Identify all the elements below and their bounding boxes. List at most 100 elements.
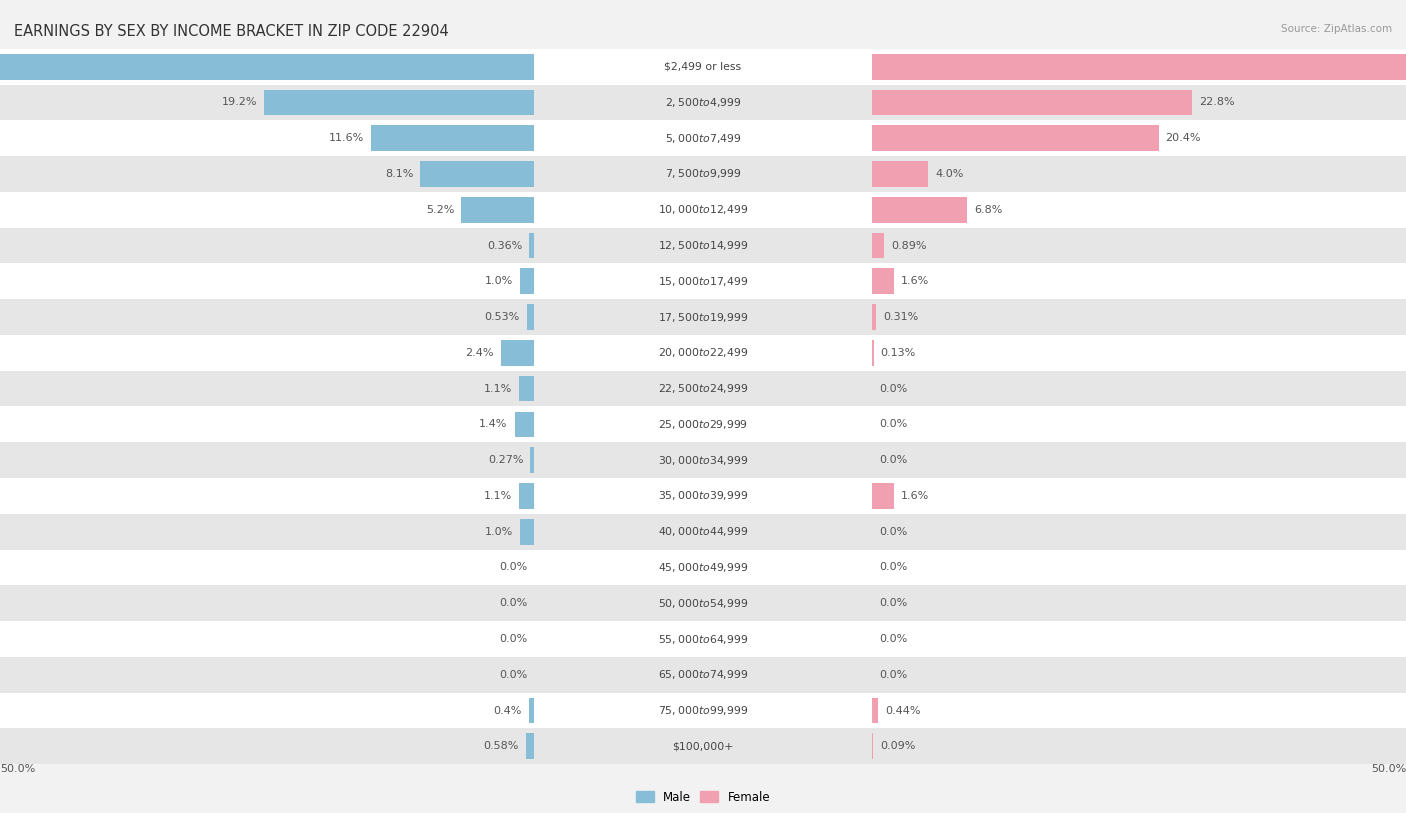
Bar <box>0 693 1406 728</box>
Text: 1.1%: 1.1% <box>484 491 512 501</box>
Legend: Male, Female: Male, Female <box>631 786 775 808</box>
Bar <box>526 733 534 759</box>
Text: 0.0%: 0.0% <box>879 420 907 429</box>
Text: $65,000 to $74,999: $65,000 to $74,999 <box>658 668 748 681</box>
Bar <box>0 442 1406 478</box>
Bar <box>0 371 1406 406</box>
Bar <box>0 192 1406 228</box>
Text: $100,000+: $100,000+ <box>672 741 734 751</box>
Bar <box>0 585 1406 621</box>
Text: Source: ZipAtlas.com: Source: ZipAtlas.com <box>1281 24 1392 34</box>
Text: 0.4%: 0.4% <box>494 706 522 715</box>
Bar <box>515 411 534 437</box>
Text: 20.4%: 20.4% <box>1166 133 1201 143</box>
Bar <box>0 85 1406 120</box>
Bar <box>371 125 534 151</box>
Text: 0.27%: 0.27% <box>488 455 523 465</box>
Bar <box>529 233 534 259</box>
Text: $35,000 to $39,999: $35,000 to $39,999 <box>658 489 748 502</box>
Bar <box>872 89 1192 115</box>
Text: $25,000 to $29,999: $25,000 to $29,999 <box>658 418 748 431</box>
Text: 0.0%: 0.0% <box>499 634 527 644</box>
Bar <box>0 49 1406 85</box>
Bar <box>0 54 534 80</box>
Text: 22.8%: 22.8% <box>1199 98 1234 107</box>
Text: $20,000 to $22,499: $20,000 to $22,499 <box>658 346 748 359</box>
Text: $2,500 to $4,999: $2,500 to $4,999 <box>665 96 741 109</box>
Bar <box>0 621 1406 657</box>
Text: 0.0%: 0.0% <box>879 563 907 572</box>
Bar <box>529 698 534 724</box>
Bar <box>0 120 1406 156</box>
Text: $22,500 to $24,999: $22,500 to $24,999 <box>658 382 748 395</box>
Bar <box>872 161 928 187</box>
Bar <box>0 228 1406 263</box>
Text: 50.0%: 50.0% <box>1371 764 1406 774</box>
Text: 6.8%: 6.8% <box>974 205 1002 215</box>
Text: 0.36%: 0.36% <box>486 241 522 250</box>
Bar <box>0 657 1406 693</box>
Text: 1.0%: 1.0% <box>485 276 513 286</box>
Bar <box>0 728 1406 764</box>
Text: $5,000 to $7,499: $5,000 to $7,499 <box>665 132 741 145</box>
Text: $17,500 to $19,999: $17,500 to $19,999 <box>658 311 748 324</box>
Text: 1.6%: 1.6% <box>901 491 929 501</box>
Text: 0.31%: 0.31% <box>883 312 918 322</box>
Bar <box>872 233 884 259</box>
Text: 1.1%: 1.1% <box>484 384 512 393</box>
Text: 4.0%: 4.0% <box>935 169 963 179</box>
Text: EARNINGS BY SEX BY INCOME BRACKET IN ZIP CODE 22904: EARNINGS BY SEX BY INCOME BRACKET IN ZIP… <box>14 24 449 39</box>
Text: 0.0%: 0.0% <box>879 670 907 680</box>
Text: 0.0%: 0.0% <box>879 598 907 608</box>
Text: 0.0%: 0.0% <box>879 634 907 644</box>
Bar <box>0 263 1406 299</box>
Text: 0.13%: 0.13% <box>880 348 915 358</box>
Text: $15,000 to $17,499: $15,000 to $17,499 <box>658 275 748 288</box>
Text: 0.0%: 0.0% <box>879 384 907 393</box>
Bar <box>872 54 1406 80</box>
Text: 0.0%: 0.0% <box>879 455 907 465</box>
Bar <box>0 299 1406 335</box>
Text: 0.0%: 0.0% <box>499 563 527 572</box>
Text: 50.0%: 50.0% <box>0 764 35 774</box>
Bar <box>264 89 534 115</box>
Bar <box>461 197 534 223</box>
Bar <box>527 304 534 330</box>
Text: $55,000 to $64,999: $55,000 to $64,999 <box>658 633 748 646</box>
Text: 0.89%: 0.89% <box>891 241 927 250</box>
Text: $7,500 to $9,999: $7,500 to $9,999 <box>665 167 741 180</box>
Bar <box>520 268 534 294</box>
Text: 0.44%: 0.44% <box>884 706 921 715</box>
Bar <box>501 340 534 366</box>
Text: 0.0%: 0.0% <box>499 598 527 608</box>
Bar <box>520 519 534 545</box>
Text: $12,500 to $14,999: $12,500 to $14,999 <box>658 239 748 252</box>
Bar <box>872 698 877 724</box>
Text: $30,000 to $34,999: $30,000 to $34,999 <box>658 454 748 467</box>
Bar <box>872 197 967 223</box>
Bar <box>0 335 1406 371</box>
Text: 0.58%: 0.58% <box>484 741 519 751</box>
Bar <box>872 340 873 366</box>
Text: 5.2%: 5.2% <box>426 205 454 215</box>
Bar <box>872 304 876 330</box>
Text: 19.2%: 19.2% <box>222 98 257 107</box>
Bar <box>0 156 1406 192</box>
Bar <box>420 161 534 187</box>
Bar <box>872 483 894 509</box>
Bar <box>0 406 1406 442</box>
Text: 0.53%: 0.53% <box>485 312 520 322</box>
Text: 1.0%: 1.0% <box>485 527 513 537</box>
Text: 1.6%: 1.6% <box>901 276 929 286</box>
Bar <box>872 125 1159 151</box>
Text: 1.4%: 1.4% <box>479 420 508 429</box>
Text: $45,000 to $49,999: $45,000 to $49,999 <box>658 561 748 574</box>
Text: $75,000 to $99,999: $75,000 to $99,999 <box>658 704 748 717</box>
Bar <box>0 514 1406 550</box>
Text: 8.1%: 8.1% <box>385 169 413 179</box>
Text: 0.09%: 0.09% <box>880 741 915 751</box>
Text: 0.0%: 0.0% <box>879 527 907 537</box>
Bar <box>872 268 894 294</box>
Bar <box>530 447 534 473</box>
Bar <box>519 376 534 402</box>
